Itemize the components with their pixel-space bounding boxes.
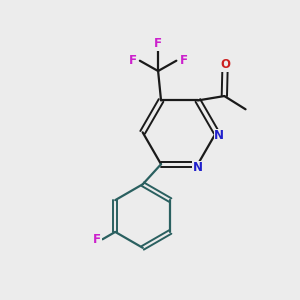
Text: O: O bbox=[220, 58, 230, 71]
Text: N: N bbox=[193, 161, 203, 174]
Text: F: F bbox=[180, 54, 188, 67]
Text: N: N bbox=[214, 129, 224, 142]
Text: F: F bbox=[93, 233, 101, 246]
Text: F: F bbox=[154, 37, 162, 50]
Text: F: F bbox=[128, 54, 136, 67]
